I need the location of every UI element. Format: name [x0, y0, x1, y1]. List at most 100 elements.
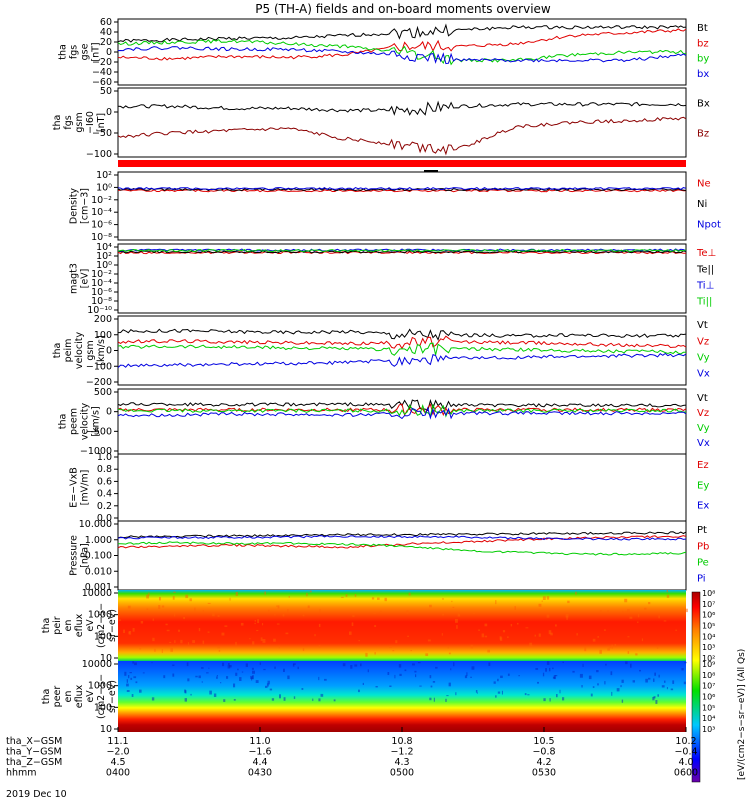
peer-spec-texture [592, 686, 595, 688]
fgs-gsm-ytick-label: −100 [86, 149, 112, 160]
peer-spec-texture [398, 664, 402, 668]
efield-ylabel-line: [mV/m] [80, 470, 91, 506]
fgs-frame [117, 18, 687, 86]
peer-spec-texture [435, 666, 438, 669]
peer-spec-texture [216, 676, 218, 679]
x-row-value: −0.4 [674, 747, 697, 758]
peir-spec-texture [525, 627, 529, 629]
x-row-value: 0500 [390, 768, 414, 779]
peim-velocity-ytick-label: 200 [94, 314, 112, 325]
x-row-value: 0530 [532, 768, 556, 779]
peir-spec-texture [349, 631, 352, 635]
peir-spec-texture [165, 623, 168, 626]
peer-spec-texture [184, 698, 187, 702]
peer-spec-texture [229, 665, 232, 668]
colorbar [691, 591, 701, 783]
temperature-ylabel-line: [eV] [80, 269, 91, 289]
peer-spec-colorbar-tick: 10⁵ [702, 703, 715, 712]
peer-spec-texture [198, 675, 201, 679]
peer-spec-colorbar-tick: 10⁷ [702, 682, 715, 691]
pressure-series-Pt [117, 531, 687, 539]
peer-spec-texture [131, 694, 134, 697]
pressure-ytick-label: 10.000 [79, 519, 112, 530]
peir-spec-texture [262, 639, 266, 643]
peer-spec-texture [433, 697, 435, 702]
peir-spec-texture [319, 609, 321, 613]
peir-spec-texture [278, 645, 280, 649]
peir-spec-texture [406, 610, 409, 614]
peer-spec-texture [151, 697, 155, 701]
peir-spec-texture [178, 629, 180, 632]
peir-spec-colorbar-tick: 10⁸ [702, 589, 715, 598]
peer-spec-texture [213, 693, 217, 697]
peer-spec-texture [362, 682, 364, 685]
peer-spec-texture [389, 685, 392, 687]
peir-spec-texture [288, 596, 290, 598]
peir-spec-texture [663, 620, 667, 622]
peir-spec-texture [567, 600, 570, 604]
peer-spec-ytick-label: 100 [94, 702, 112, 713]
peer-spec-texture [151, 662, 153, 664]
peir-spec-texture [608, 647, 611, 649]
peer-spec-texture [543, 698, 546, 702]
peer-spec-texture [658, 674, 660, 678]
colorbar-label: [eV/(cm2−s−sr−eV)] (All Qs) [737, 649, 747, 780]
peim-velocity-ytick-label: 100 [94, 330, 112, 341]
peim-velocity-legend-Vt: Vt [697, 320, 708, 331]
fgs-ytick-label: 20 [100, 37, 112, 48]
peer-spec-texture [201, 667, 204, 669]
peer-spec-ytick-label: 10 [100, 724, 112, 735]
peim-velocity-ytick-label: −200 [86, 377, 112, 388]
pressure-legend-Pb: Pb [697, 541, 709, 552]
peir-spec-texture [451, 600, 453, 603]
x-row-label: tha_X−GSM [6, 736, 62, 747]
peir-spec-texture [159, 597, 161, 601]
peir-spec-texture [207, 631, 210, 633]
x-row-value: 0600 [674, 768, 698, 779]
peer-spec-texture [556, 694, 558, 698]
peer-spec-texture [471, 666, 475, 670]
peir-spec-texture [276, 605, 278, 607]
fgs-ytick-label: −60 [92, 77, 112, 88]
peer-spec-ylabel-line: sr−eV) [107, 680, 118, 713]
peir-spec-texture [517, 622, 519, 625]
chart-title: P5 (TH-A) fields and on-board moments ov… [255, 2, 551, 16]
peer-spec-texture [206, 672, 209, 674]
peer-spec-texture [670, 688, 674, 691]
fgs-ytick-label: −20 [92, 57, 112, 68]
peer-spec-texture [450, 668, 452, 671]
peir-spec-texture [566, 616, 568, 620]
peer-spec-texture [554, 675, 558, 677]
peir-spec-texture [407, 635, 409, 637]
peer-spec-texture [293, 696, 296, 699]
peer-spec-texture [283, 697, 286, 701]
efield-ytick-label: 1.0 [97, 452, 112, 463]
density-ylabel: Density [cm−3] [69, 188, 91, 224]
peir-spec-texture [282, 613, 285, 617]
peim-velocity-series-Vz [117, 335, 687, 350]
peir-spec-texture [442, 613, 445, 616]
peir-spec-texture [542, 596, 546, 600]
peir-spec-texture [484, 635, 488, 638]
peir-spec-texture [599, 610, 602, 612]
peir-spec-texture [389, 646, 392, 648]
peer-spec-texture [195, 675, 198, 678]
pressure-ytick-label: 1.000 [85, 535, 112, 546]
peir-spec-texture [502, 630, 506, 633]
fgs-ytick-label: −40 [92, 67, 112, 78]
peer-spec-texture [546, 661, 550, 665]
peir-spec-texture [484, 623, 488, 627]
density-legend-Npot: Npot [697, 219, 721, 230]
peir-spec-texture [154, 648, 156, 652]
temperature-ytick-label: 10⁻⁸ [91, 296, 112, 307]
peir-spec-ytick-label: 10 [100, 653, 112, 664]
x-row-value: 4.2 [536, 757, 551, 768]
peer-spec-texture [292, 663, 295, 667]
peer-spec-texture [128, 675, 130, 679]
peir-spec-texture [538, 633, 541, 637]
peer-spec-texture [135, 681, 138, 684]
peir-spec-ylabel-line: eflux [74, 613, 85, 637]
peer-spec-texture [226, 676, 229, 679]
peir-spec-texture [307, 605, 310, 609]
peer-spec-colorbar-tick: 10³ [702, 725, 715, 734]
